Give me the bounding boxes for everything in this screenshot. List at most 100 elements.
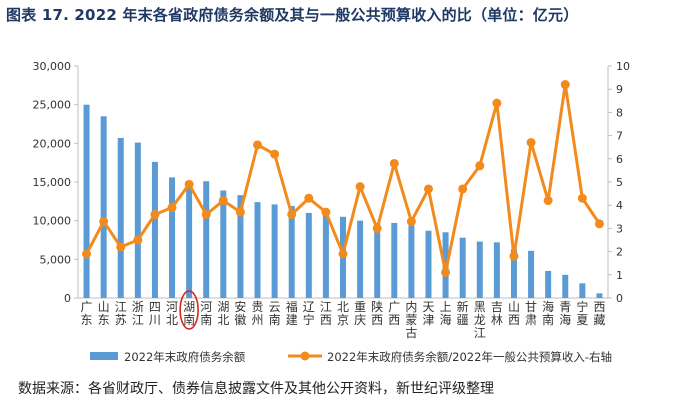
x-label-甘肃: 甘肃	[525, 300, 537, 327]
right-tick-label: 7	[616, 130, 623, 143]
x-label-青海: 青海	[559, 300, 571, 327]
right-tick-label: 0	[616, 292, 623, 305]
bar-青海	[562, 274, 569, 298]
left-tick-label: 20,000	[33, 137, 72, 150]
ratio-point-新疆	[458, 184, 468, 194]
x-label-江苏: 江苏	[115, 300, 127, 327]
ratio-point-天津	[423, 184, 433, 194]
bar-甘肃	[528, 250, 535, 298]
ratio-point-安徽	[235, 207, 245, 217]
ratio-point-河南	[201, 209, 211, 219]
x-label-河南: 河南	[200, 300, 212, 327]
bar-重庆	[357, 220, 364, 298]
ratio-point-广东	[82, 249, 92, 259]
right-tick-label: 2	[616, 246, 623, 259]
bar-新疆	[459, 237, 466, 298]
ratio-point-福建	[287, 209, 297, 219]
ratio-point-吉林	[492, 98, 502, 108]
right-tick-label: 10	[616, 60, 630, 73]
bar-内蒙古	[408, 225, 415, 298]
bar-云南	[271, 204, 278, 298]
ratio-point-内蒙古	[406, 216, 416, 226]
x-label-西藏: 西藏	[593, 300, 605, 327]
bar-河南	[203, 181, 210, 298]
x-label-新疆: 新疆	[457, 299, 469, 327]
ratio-point-江苏	[116, 242, 126, 252]
bar-吉林	[493, 242, 500, 298]
bar-山西	[510, 249, 517, 298]
bar-广西	[391, 222, 398, 298]
x-label-内蒙古: 内蒙古	[405, 300, 417, 340]
legend-line-marker	[300, 351, 310, 361]
ratio-point-陕西	[372, 223, 382, 233]
x-label-贵州: 贵州	[252, 300, 264, 327]
bar-安徽	[237, 195, 244, 298]
ratio-point-湖南	[184, 179, 194, 189]
x-label-黑龙江: 黑龙江	[474, 300, 486, 340]
ratio-point-北京	[338, 249, 348, 259]
ratio-point-江西	[321, 207, 331, 217]
x-label-安徽: 安徽	[234, 299, 246, 327]
bar-辽宁	[305, 212, 312, 298]
ratio-point-云南	[270, 149, 280, 159]
ratio-point-山西	[509, 251, 519, 261]
left-tick-label: 30,000	[33, 60, 72, 73]
x-label-山西: 山西	[508, 300, 520, 327]
ratio-point-西藏	[594, 219, 604, 229]
x-label-辽宁: 辽宁	[303, 300, 315, 327]
ratio-point-宁夏	[577, 193, 587, 203]
left-tick-label: 10,000	[33, 215, 72, 228]
chart-title: 图表 17. 2022 年末各省政府债务余额及其与一般公共预算收入的比（单位：亿…	[6, 6, 579, 24]
bar-黑龙江	[476, 241, 483, 298]
x-axis-labels: 广东山东江苏浙江四川河北湖南河南湖北安徽贵州云南福建辽宁江西北京重庆陕西广西内蒙…	[81, 299, 606, 340]
x-label-江西: 江西	[320, 300, 332, 327]
bar-浙江	[134, 142, 141, 298]
x-label-海南: 海南	[542, 299, 554, 327]
ratio-point-四川	[150, 209, 160, 219]
bar-江苏	[117, 137, 124, 298]
x-label-云南: 云南	[269, 300, 281, 327]
right-tick-label: 4	[616, 199, 623, 212]
right-tick-label: 1	[616, 269, 623, 282]
bar-宁夏	[579, 283, 586, 298]
highlight-group	[179, 290, 199, 330]
bar-广东	[83, 104, 90, 299]
bar-天津	[425, 230, 432, 298]
bar-陕西	[374, 222, 381, 298]
legend-line-label: 2022年末政府债务余额/2022年一般公共预算收入-右轴	[327, 350, 612, 364]
x-label-湖北: 湖北	[217, 299, 229, 327]
x-label-浙江: 浙江	[132, 300, 144, 327]
right-tick-label: 3	[616, 222, 623, 235]
right-tick-label: 5	[616, 176, 623, 189]
x-label-宁夏: 宁夏	[576, 299, 588, 327]
bar-湖北	[220, 190, 227, 298]
ratio-point-浙江	[133, 235, 143, 245]
bar-福建	[288, 205, 295, 298]
ratio-point-广西	[389, 158, 399, 168]
x-label-北京: 北京	[337, 300, 349, 327]
x-label-上海: 上海	[440, 300, 452, 327]
bar-海南	[545, 270, 552, 298]
left-tick-label: 5,000	[40, 253, 72, 266]
ratio-point-重庆	[355, 182, 365, 192]
bar-贵州	[254, 202, 261, 298]
x-label-湖南: 湖南	[183, 299, 195, 327]
x-label-陕西: 陕西	[371, 299, 383, 327]
source-note: 数据来源：各省财政厅、债券信息披露文件及其他公开资料，新世纪评级整理	[18, 381, 494, 397]
bar-西藏	[596, 293, 603, 298]
ratio-point-贵州	[253, 140, 263, 150]
line-series	[82, 80, 604, 277]
x-label-河北: 河北	[166, 300, 178, 327]
bar-series	[83, 104, 603, 299]
left-axis-ticks: 0 5,000 10,000 15,000 20,000 25,000 30,000	[33, 60, 78, 305]
highlight-ellipse	[179, 290, 199, 330]
ratio-point-黑龙江	[475, 161, 485, 171]
ratio-point-山东	[99, 216, 109, 226]
x-label-重庆: 重庆	[354, 300, 366, 327]
left-tick-label: 15,000	[33, 176, 72, 189]
bar-山东	[100, 116, 107, 299]
ratio-point-海南	[543, 196, 553, 206]
left-tick-label: 25,000	[33, 99, 72, 112]
ratio-point-辽宁	[304, 193, 314, 203]
